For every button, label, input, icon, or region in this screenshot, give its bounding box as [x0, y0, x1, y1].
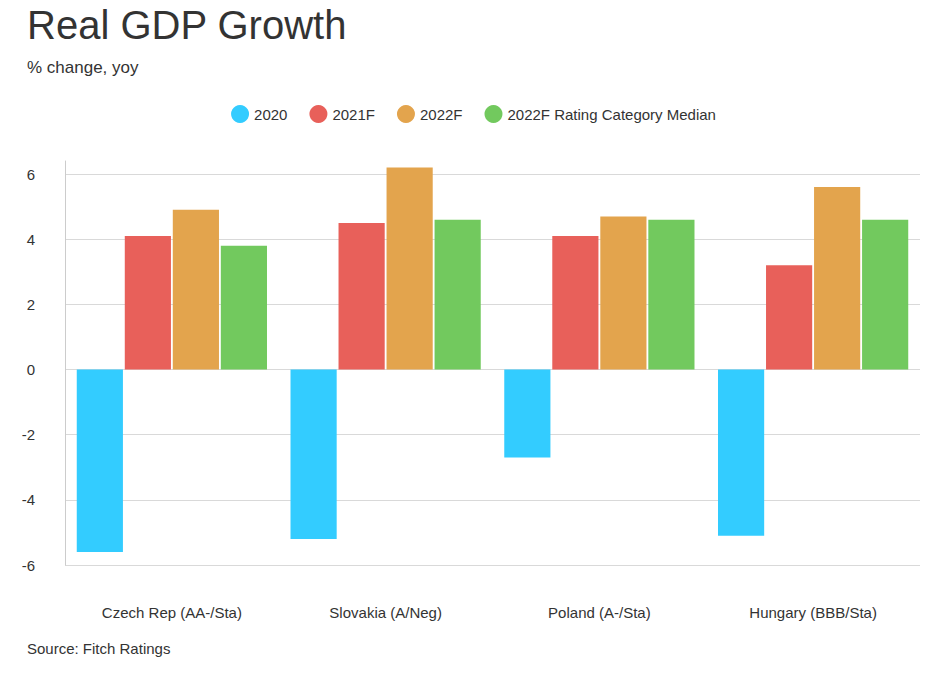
svg-text:Real GDP Growth: Real GDP Growth [27, 3, 346, 47]
svg-text:2020: 2020 [254, 106, 287, 123]
svg-text:2022F: 2022F [420, 106, 463, 123]
svg-text:4: 4 [27, 231, 35, 248]
svg-text:-2: -2 [22, 426, 35, 443]
svg-text:0: 0 [27, 361, 35, 378]
svg-text:2021F: 2021F [332, 106, 375, 123]
svg-text:-4: -4 [22, 491, 35, 508]
svg-text:Hungary (BBB/Sta): Hungary (BBB/Sta) [749, 604, 877, 621]
svg-text:2: 2 [27, 296, 35, 313]
svg-text:Slovakia (A/Neg): Slovakia (A/Neg) [329, 604, 442, 621]
svg-text:Czech Rep (AA-/Sta): Czech Rep (AA-/Sta) [102, 604, 242, 621]
svg-text:6: 6 [27, 166, 35, 183]
svg-text:2022F Rating Category Median: 2022F Rating Category Median [507, 106, 715, 123]
svg-text:Source: Fitch Ratings: Source: Fitch Ratings [27, 640, 170, 657]
svg-text:-6: -6 [22, 557, 35, 574]
svg-text:% change, yoy: % change, yoy [27, 58, 139, 77]
svg-text:Poland (A-/Sta): Poland (A-/Sta) [548, 604, 651, 621]
